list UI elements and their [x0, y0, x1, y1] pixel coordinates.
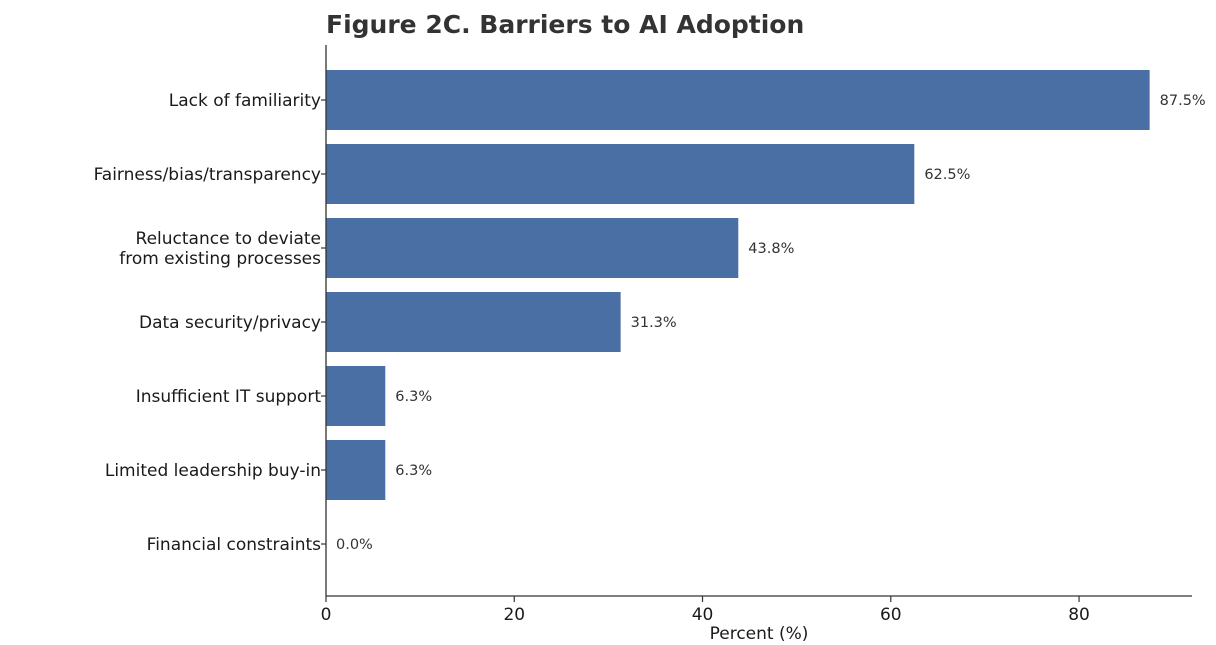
x-tick-label: 80: [1068, 605, 1090, 625]
bar-value-label: 31.3%: [631, 315, 677, 331]
category-label-line: Data security/privacy: [139, 313, 321, 333]
x-tick-label: 60: [880, 605, 902, 625]
x-tick-label: 0: [321, 605, 332, 625]
bar-value-label: 6.3%: [395, 389, 432, 405]
category-label: Limited leadership buy-in: [105, 461, 321, 481]
bar: [326, 218, 739, 278]
bar: [326, 70, 1150, 130]
bars-group: [326, 70, 1150, 500]
y-ticks-group: [321, 99, 326, 545]
bar-value-label: 87.5%: [1160, 93, 1206, 109]
category-label-line: Limited leadership buy-in: [105, 461, 321, 481]
x-axis-label: Percent (%): [710, 624, 809, 644]
category-label: Reluctance to deviate from existing proce…: [119, 229, 321, 269]
bar-value-label: 0.0%: [336, 537, 373, 553]
category-label-line: from existing processes: [119, 249, 321, 269]
x-tick-label: 40: [692, 605, 714, 625]
category-label: Lack of familiarity: [169, 91, 321, 111]
bar-value-label: 62.5%: [924, 167, 970, 183]
category-label: Fairness/bias/transparency: [94, 165, 321, 185]
category-labels-group: Lack of familiarity Fairness/bias/transpa…: [94, 91, 322, 555]
bar-value-label: 43.8%: [748, 241, 794, 257]
data-labels-group: 87.5% 62.5% 43.8% 31.3% 6.3% 6.3% 0.0%: [336, 93, 1206, 553]
bar: [326, 144, 915, 204]
x-tick-label: 20: [503, 605, 525, 625]
category-label-line: Insufficient IT support: [136, 387, 322, 407]
bar: [326, 292, 621, 352]
category-label: Insufficient IT support: [136, 387, 322, 407]
category-label-line: Fairness/bias/transparency: [94, 165, 321, 185]
x-ticks-group: 0 20 40 60 80: [321, 596, 1090, 625]
category-label: Data security/privacy: [139, 313, 321, 333]
category-label-line: Reluctance to deviate: [136, 229, 321, 249]
category-label-line: Lack of familiarity: [169, 91, 321, 111]
category-label-line: Financial constraints: [147, 535, 321, 555]
bar-value-label: 6.3%: [395, 463, 432, 479]
category-label: Financial constraints: [147, 535, 321, 555]
chart-title: Figure 2C. Barriers to AI Adoption: [326, 10, 805, 39]
bar: [326, 440, 386, 500]
bar: [326, 366, 386, 426]
